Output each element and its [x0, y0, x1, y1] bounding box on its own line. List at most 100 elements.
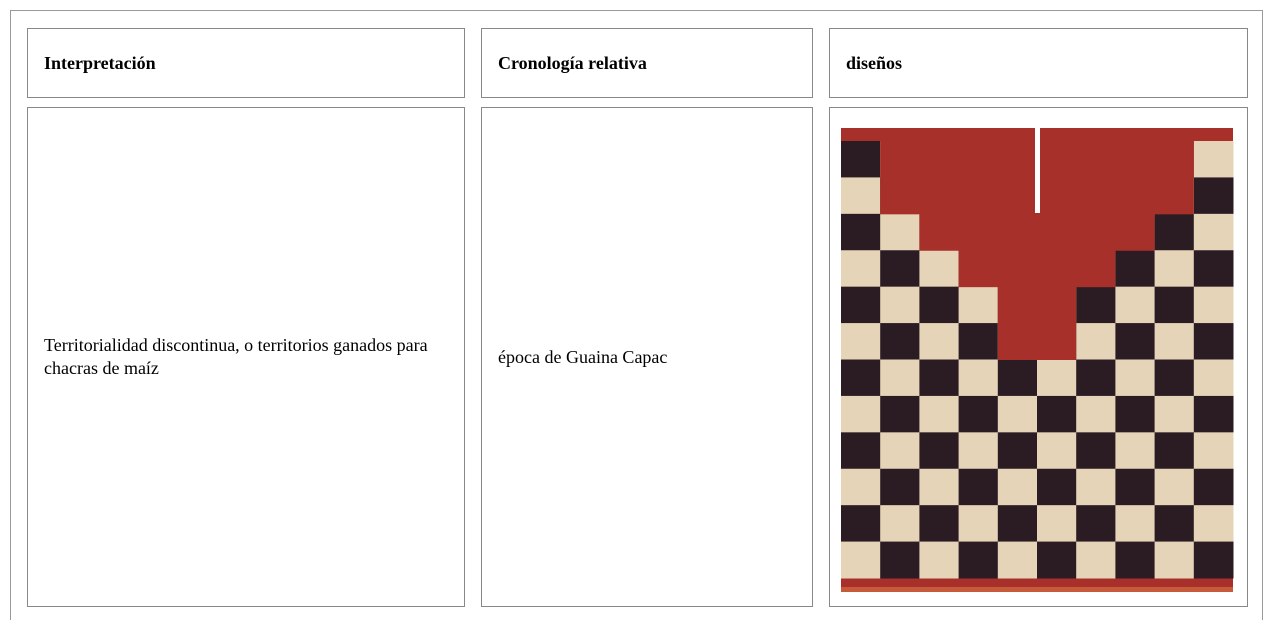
checker-square — [1154, 505, 1195, 543]
checker-square — [1076, 359, 1116, 397]
neck-slit — [1035, 128, 1040, 213]
hem — [841, 587, 1233, 592]
checker-square — [1076, 395, 1116, 433]
checker-square — [1115, 359, 1156, 397]
checker-square — [919, 359, 960, 397]
checker-square — [958, 286, 999, 324]
checker-square — [1115, 250, 1156, 288]
checker-square — [997, 541, 1038, 579]
checker-square — [1154, 213, 1195, 251]
checker-square — [1193, 432, 1234, 470]
header-cell: Cronología relativa — [481, 28, 813, 98]
checker-square — [1115, 286, 1156, 324]
checker-square — [1037, 432, 1077, 470]
checker-square — [997, 432, 1038, 470]
checker-square — [1154, 359, 1195, 397]
body-cell: época de Guaina Capac — [481, 107, 813, 607]
checker-square — [1076, 323, 1116, 360]
checker-square — [997, 395, 1038, 433]
checker-square — [1037, 468, 1077, 506]
checker-square — [919, 432, 960, 470]
checker-square — [841, 468, 881, 506]
checker-square — [1193, 141, 1234, 178]
checker-square — [880, 213, 920, 251]
checker-square — [1076, 468, 1116, 506]
checker-square — [841, 141, 881, 178]
checker-square — [958, 359, 999, 397]
checker-square — [919, 505, 960, 543]
checker-square — [841, 323, 881, 360]
checker-square — [880, 250, 920, 288]
checker-square — [841, 177, 881, 215]
checker-square — [958, 323, 999, 360]
checker-square — [1037, 505, 1077, 543]
checker-square — [1193, 213, 1234, 251]
checker-square — [1154, 541, 1195, 579]
checker-square — [958, 468, 999, 506]
checker-square — [880, 505, 920, 543]
yoke — [997, 323, 1077, 360]
checker-square — [1193, 323, 1234, 360]
checker-square — [1193, 177, 1234, 215]
checker-square — [841, 250, 881, 288]
checker-square — [919, 541, 960, 579]
checker-square — [1115, 432, 1156, 470]
checker-square — [997, 505, 1038, 543]
cell-text: Territorialidad discontinua, o territori… — [44, 334, 428, 378]
checker-square — [919, 250, 960, 288]
checker-square — [1193, 541, 1234, 579]
yoke — [958, 250, 1116, 288]
checker-square — [841, 286, 881, 324]
checker-square — [1115, 541, 1156, 579]
checker-square — [880, 468, 920, 506]
checker-square — [1193, 468, 1234, 506]
checker-square — [1115, 395, 1156, 433]
checker-square — [1193, 359, 1234, 397]
checker-square — [1037, 541, 1077, 579]
checker-square — [880, 395, 920, 433]
cell-text: época de Guaina Capac — [498, 346, 668, 367]
checker-square — [1193, 505, 1234, 543]
header-cell: Interpretación — [27, 28, 465, 98]
checker-square — [1115, 505, 1156, 543]
checker-square — [997, 468, 1038, 506]
checker-square — [880, 432, 920, 470]
checker-square — [1154, 432, 1195, 470]
checker-square — [1076, 286, 1116, 324]
checker-square — [958, 432, 999, 470]
checker-square — [958, 505, 999, 543]
checker-square — [841, 505, 881, 543]
checker-square — [1154, 468, 1195, 506]
checker-square — [880, 359, 920, 397]
checker-square — [1115, 323, 1156, 360]
checker-square — [1076, 541, 1116, 579]
checker-square — [1154, 286, 1195, 324]
checker-square — [841, 359, 881, 397]
checker-square — [1037, 395, 1077, 433]
checker-square — [1076, 505, 1116, 543]
table-frame — [10, 10, 1263, 620]
header-cell: diseños — [829, 28, 1248, 98]
checker-square — [1154, 250, 1195, 288]
checker-square — [1076, 432, 1116, 470]
header-text: Interpretación — [44, 52, 156, 73]
checker-square — [919, 468, 960, 506]
checker-square — [841, 395, 881, 433]
checker-square — [997, 359, 1038, 397]
tunic-image — [841, 128, 1234, 592]
checker-square — [1154, 395, 1195, 433]
body-cell — [829, 107, 1248, 607]
checker-square — [919, 323, 960, 360]
checker-square — [880, 323, 920, 360]
checker-square — [1193, 250, 1234, 288]
checker-square — [880, 541, 920, 579]
checker-square — [841, 213, 881, 251]
yoke — [919, 213, 1155, 251]
checker-square — [1154, 323, 1195, 360]
checker-square — [1193, 286, 1234, 324]
checker-square — [1115, 468, 1156, 506]
checker-square — [1037, 359, 1077, 397]
checker-square — [880, 286, 920, 324]
checker-square — [841, 541, 881, 579]
